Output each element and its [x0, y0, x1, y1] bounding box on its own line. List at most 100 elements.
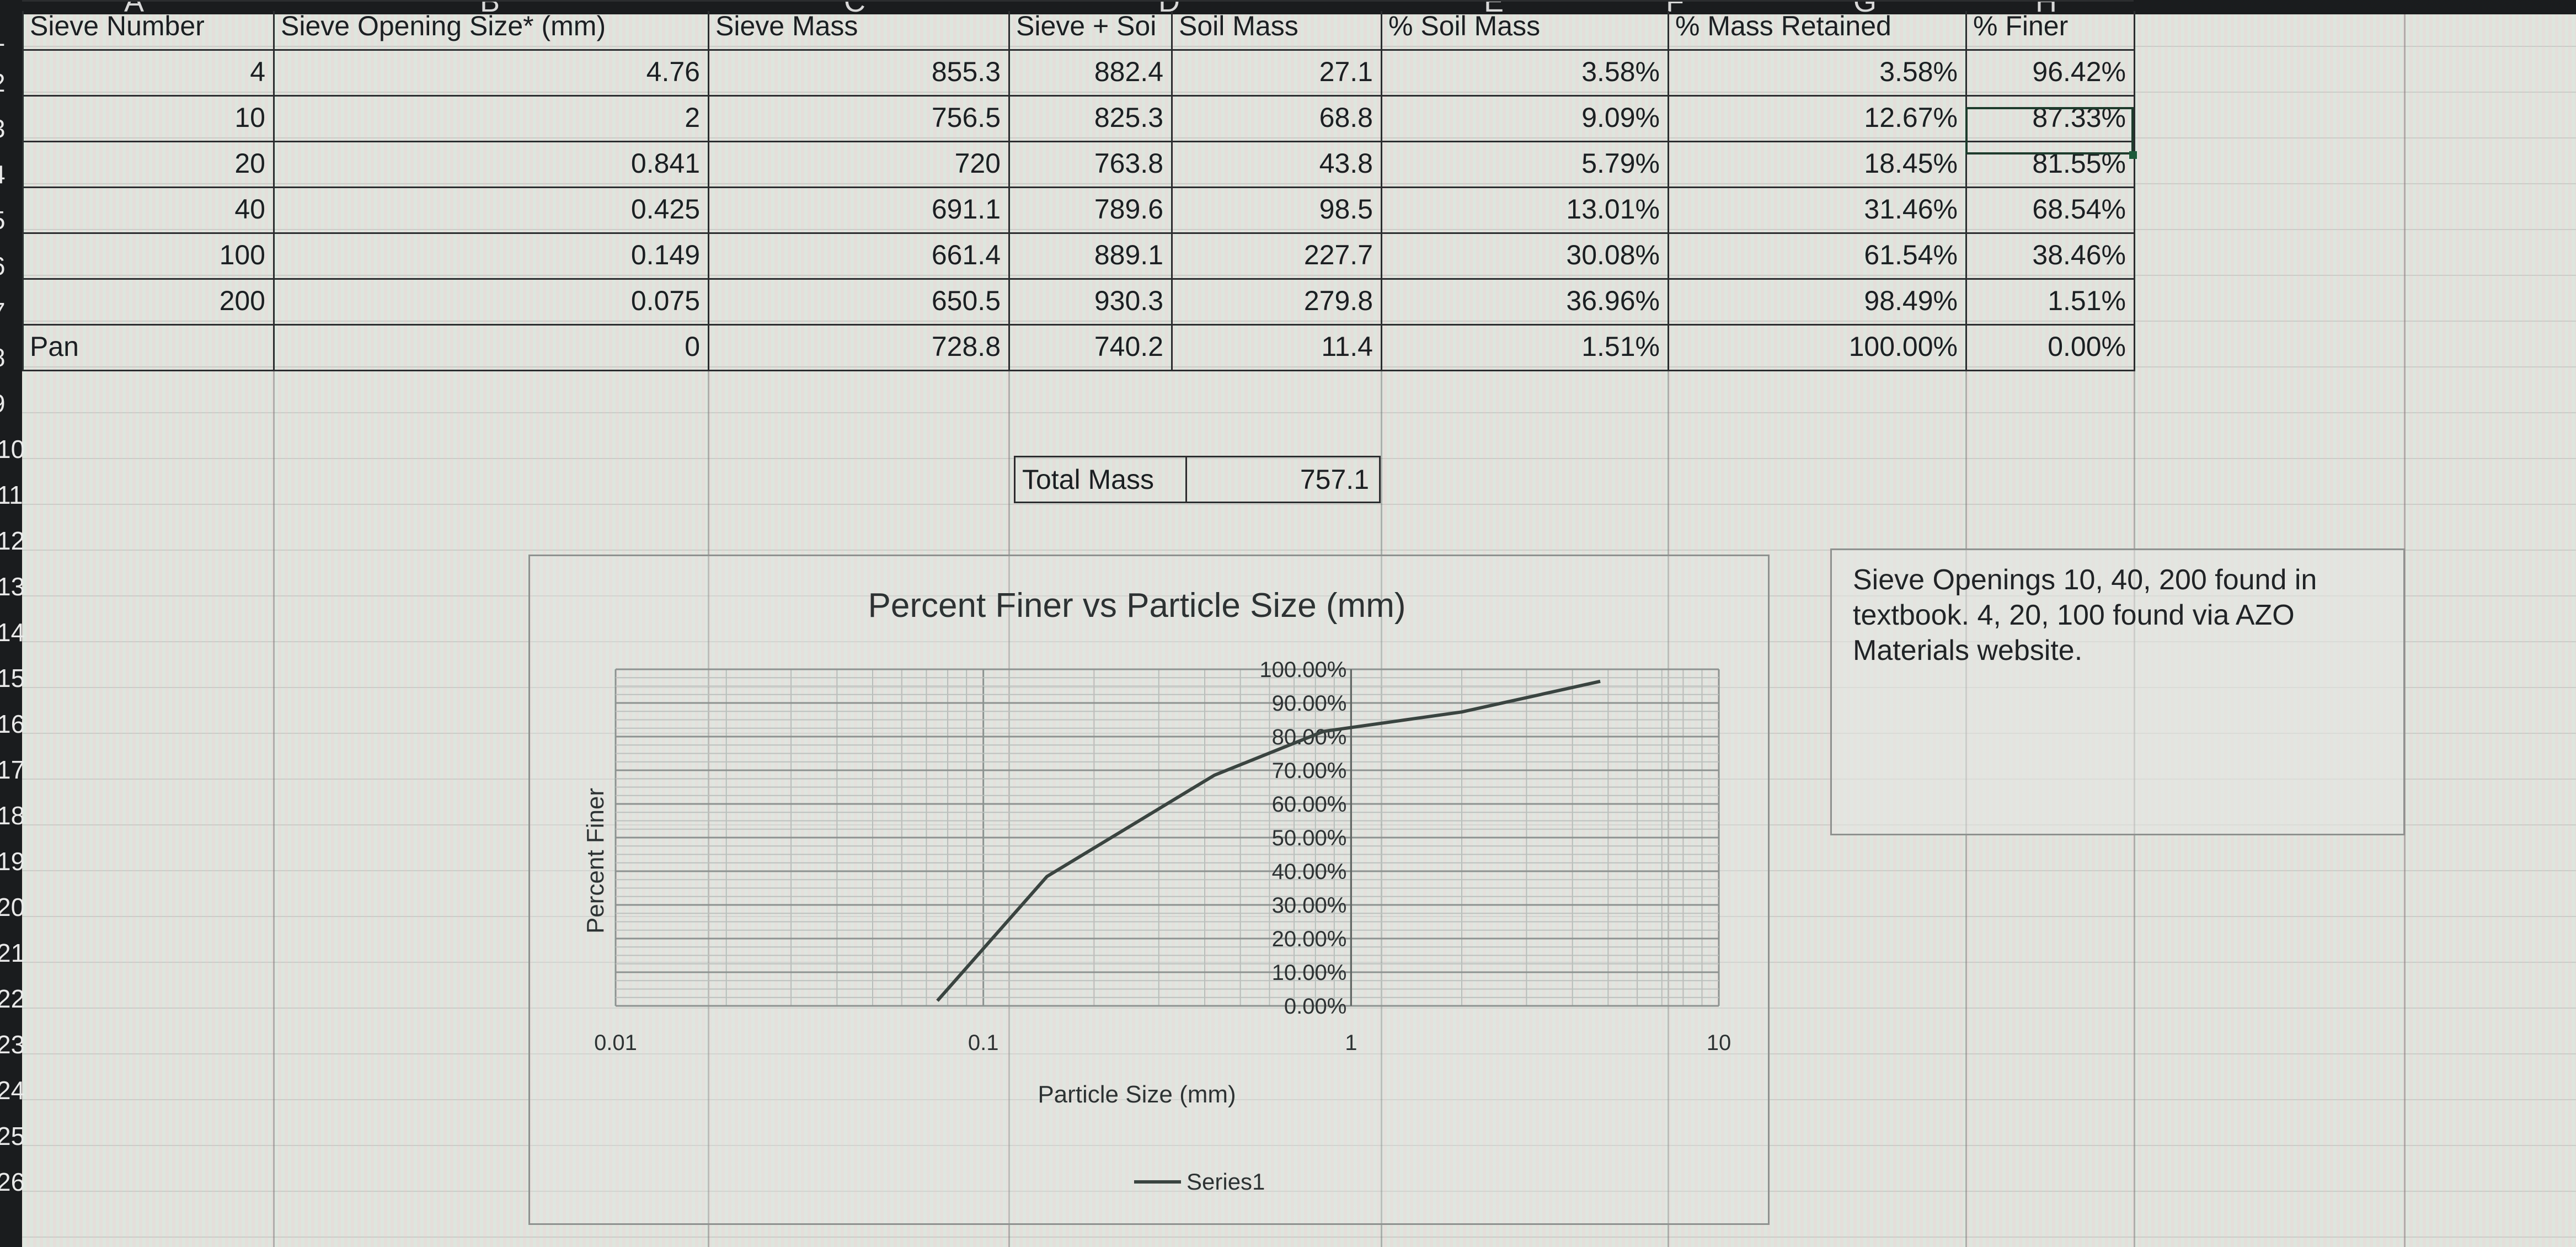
table-cell[interactable]: 661.4: [931, 239, 1001, 270]
table-cell[interactable]: 20: [234, 148, 265, 179]
row-number[interactable]: 13: [0, 572, 25, 601]
chart-object[interactable]: 0.00% 10.00% 20.00% 30.00% 40.00% 50.00% 60.00…: [528, 555, 1770, 1225]
table-cell[interactable]: 0.149: [630, 239, 700, 270]
column-header-cell[interactable]: Sieve Mass: [715, 10, 858, 41]
column-letter-h[interactable]: H: [2035, 0, 2057, 18]
row-number[interactable]: 17: [0, 755, 25, 784]
table-cell[interactable]: 98.5: [1319, 194, 1373, 225]
column-letter-d[interactable]: D: [1158, 0, 1180, 18]
row-number[interactable]: 24: [0, 1076, 25, 1105]
table-cell[interactable]: 0.841: [630, 148, 700, 179]
column-header-cell[interactable]: Sieve + Soi: [1016, 10, 1157, 41]
table-cell[interactable]: 31.46%: [1864, 194, 1958, 225]
row-number[interactable]: 14: [0, 618, 25, 647]
table-cell[interactable]: 18.45%: [1864, 148, 1958, 179]
row-number[interactable]: 2: [0, 60, 24, 106]
table-cell[interactable]: 1.51%: [2048, 285, 2126, 316]
table-cell[interactable]: 728.8: [931, 331, 1001, 362]
table-cell[interactable]: 691.1: [931, 194, 1001, 225]
table-cell[interactable]: 3.58%: [1581, 56, 1660, 87]
column-letter-b[interactable]: B: [480, 0, 500, 18]
table-cell[interactable]: 10: [234, 102, 265, 133]
total-mass-cell[interactable]: Total Mass 757.1: [1014, 456, 1381, 503]
row-number[interactable]: 1: [0, 14, 24, 60]
table-cell[interactable]: 789.6: [1094, 194, 1163, 225]
row-number[interactable]: 16: [0, 710, 25, 738]
note-text-box[interactable]: Sieve Openings 10, 40, 200 found in text…: [1830, 548, 2405, 835]
row-number[interactable]: 26: [0, 1168, 25, 1196]
table-cell[interactable]: 855.3: [931, 56, 1001, 87]
column-header-cell[interactable]: Sieve Opening Size* (mm): [281, 10, 606, 41]
table-cell[interactable]: 40: [234, 194, 265, 225]
column-header-cell[interactable]: % Finer: [1973, 10, 2069, 41]
table-cell[interactable]: 13.01%: [1566, 194, 1660, 225]
row-number[interactable]: 18: [0, 801, 25, 830]
table-cell[interactable]: 100.00%: [1848, 331, 1958, 362]
column-header-cell[interactable]: % Mass Retained: [1675, 10, 1891, 41]
column-letter-c[interactable]: C: [844, 0, 865, 18]
table-cell[interactable]: 279.8: [1303, 285, 1373, 316]
table-cell[interactable]: 0.425: [630, 194, 700, 225]
table-cell[interactable]: 4: [250, 56, 265, 87]
selected-cell-highlight[interactable]: [1965, 107, 2134, 154]
table-cell[interactable]: 930.3: [1094, 285, 1163, 316]
row-number[interactable]: 19: [0, 847, 25, 876]
row-number[interactable]: 6: [0, 243, 24, 289]
table-cell[interactable]: 38.46%: [2032, 239, 2126, 270]
row-number[interactable]: 22: [0, 984, 25, 1013]
row-number[interactable]: 4: [0, 152, 24, 198]
table-cell[interactable]: 4.76: [646, 56, 700, 87]
column-letter-a[interactable]: A: [124, 0, 145, 18]
table-cell[interactable]: 1.51%: [1581, 331, 1660, 362]
row-number[interactable]: 11: [0, 481, 23, 509]
row-number[interactable]: 20: [0, 893, 25, 921]
table-cell[interactable]: 0.075: [630, 285, 700, 316]
table-cell[interactable]: 720: [954, 148, 1001, 179]
column-header-bar[interactable]: A B C D E F G H: [0, 0, 2576, 18]
row-header-bar[interactable]: [0, 14, 22, 1247]
row-number[interactable]: 7: [0, 289, 24, 335]
row-number[interactable]: 3: [0, 106, 24, 152]
table-cell[interactable]: 30.08%: [1566, 239, 1660, 270]
table-cell[interactable]: 36.96%: [1566, 285, 1660, 316]
table-cell[interactable]: 9.09%: [1581, 102, 1660, 133]
row-number[interactable]: 25: [0, 1122, 25, 1150]
table-cell[interactable]: 12.67%: [1864, 102, 1958, 133]
table-cell[interactable]: 0.00%: [2048, 331, 2126, 362]
table-cell[interactable]: 650.5: [931, 285, 1001, 316]
column-letter-g[interactable]: G: [1853, 0, 1877, 18]
table-cell[interactable]: 0: [685, 331, 700, 362]
column-header-cell[interactable]: Soil Mass: [1179, 10, 1298, 41]
table-cell[interactable]: Pan: [30, 331, 79, 362]
table-cell[interactable]: 96.42%: [2032, 56, 2126, 87]
row-number[interactable]: 12: [0, 526, 25, 555]
table-cell[interactable]: 2: [685, 102, 700, 133]
table-cell[interactable]: 27.1: [1319, 56, 1373, 87]
row-number[interactable]: 10: [0, 435, 25, 463]
table-cell[interactable]: 889.1: [1094, 239, 1163, 270]
table-cell[interactable]: 61.54%: [1864, 239, 1958, 270]
table-cell[interactable]: 227.7: [1303, 239, 1373, 270]
row-number[interactable]: 9: [0, 381, 24, 427]
table-cell[interactable]: 3.58%: [1879, 56, 1958, 87]
table-cell[interactable]: 43.8: [1319, 148, 1373, 179]
table-cell[interactable]: 5.79%: [1581, 148, 1660, 179]
column-header-cell[interactable]: % Soil Mass: [1388, 10, 1541, 41]
column-header-cell[interactable]: Sieve Number: [30, 10, 205, 41]
table-cell[interactable]: 98.49%: [1864, 285, 1958, 316]
table-cell[interactable]: 756.5: [931, 102, 1001, 133]
table-cell[interactable]: 740.2: [1094, 331, 1163, 362]
row-number[interactable]: 8: [0, 335, 24, 381]
fill-handle[interactable]: [2129, 151, 2137, 159]
row-number[interactable]: 15: [0, 664, 25, 692]
row-number[interactable]: 23: [0, 1030, 25, 1059]
column-letter-e[interactable]: E: [1484, 0, 1504, 18]
row-number[interactable]: 5: [0, 198, 24, 243]
table-cell[interactable]: 763.8: [1094, 148, 1163, 179]
table-cell[interactable]: 825.3: [1094, 102, 1163, 133]
table-cell[interactable]: 882.4: [1094, 56, 1163, 87]
row-number[interactable]: 21: [0, 939, 25, 967]
table-cell[interactable]: 68.8: [1319, 102, 1373, 133]
table-cell[interactable]: 100: [219, 239, 265, 270]
